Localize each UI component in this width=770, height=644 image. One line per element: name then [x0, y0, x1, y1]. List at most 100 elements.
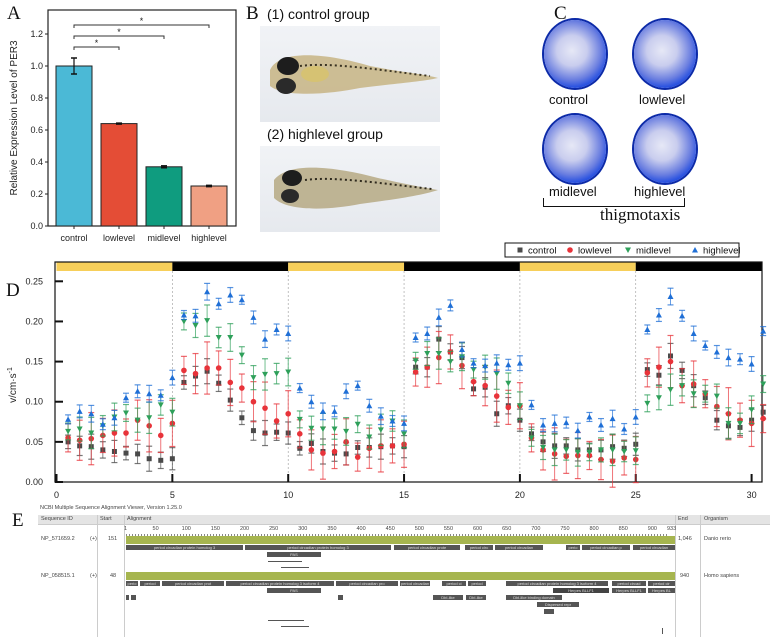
marker-highlevel: [690, 330, 697, 336]
marker-midlevel: [702, 391, 709, 397]
alignment-bar[interactable]: [126, 572, 675, 580]
feature-bar[interactable]: period circadian p: [582, 545, 630, 550]
column-end[interactable]: End: [678, 516, 688, 522]
marker-control: [123, 450, 129, 456]
marker-lowlevel: [250, 398, 257, 405]
zebrafish-larva-image: [270, 55, 438, 94]
column-organism[interactable]: Organism: [704, 516, 728, 522]
motif-line: [268, 620, 304, 621]
marker-highlevel: [389, 417, 396, 424]
marker-midlevel: [262, 371, 269, 378]
marker-highlevel: [273, 326, 280, 332]
marker-midlevel: [713, 393, 720, 400]
feature-bar[interactable]: [544, 609, 554, 614]
feature-bar[interactable]: period circ: [465, 545, 493, 550]
marker-midlevel: [296, 416, 303, 423]
column-start[interactable]: Start: [100, 516, 112, 522]
marker-midlevel: [146, 415, 153, 421]
marker-highlevel: [644, 326, 651, 332]
feature-bar[interactable]: [131, 595, 136, 600]
marker-midlevel: [331, 426, 338, 433]
feature-bar[interactable]: period circadian: [633, 545, 675, 550]
marker-highlevel: [702, 342, 709, 349]
feature-bar[interactable]: [126, 595, 129, 600]
series-control: [65, 325, 767, 472]
heatmap-label-midlevel: midlevel: [549, 184, 597, 199]
marker-lowlevel: [320, 450, 326, 456]
light-dark-segment-dark: [635, 262, 762, 271]
feature-bar[interactable]: period circadian: [495, 545, 543, 550]
feature-bar[interactable]: period circadian prote: [394, 545, 460, 550]
feature-bar[interactable]: perio: [566, 545, 580, 550]
legend-box: [504, 242, 740, 258]
feature-bar[interactable]: DbI-like: [433, 595, 463, 600]
feature-bar[interactable]: period circadian protein homolog 3 isofo…: [506, 581, 608, 586]
herpes-domain-bar[interactable]: Herpes BLLF1: [553, 588, 609, 593]
x-tick-label: 15: [399, 490, 409, 500]
feature-bar[interactable]: period circadian pro: [336, 581, 398, 586]
feature-bar[interactable]: period cir: [648, 581, 675, 586]
marker-midlevel: [597, 447, 604, 453]
row-sequence-id[interactable]: NP_058515.1: [41, 573, 75, 579]
significance-star: *: [95, 38, 99, 48]
marker-midlevel: [250, 375, 257, 381]
marker-control: [158, 457, 164, 463]
feature-bar[interactable]: period ci: [442, 581, 466, 586]
feature-bar[interactable]: period: [140, 581, 160, 586]
charts-canvas: 0.0 0.2 0.4 0.6 0.8 1.0 1.2 Relative Expression…: [7, 9, 767, 500]
pas-domain-bar[interactable]: PAS: [267, 552, 321, 557]
feature-bar[interactable]: [338, 595, 343, 600]
marker-highlevel: [401, 420, 408, 426]
marker-lowlevel: [262, 405, 268, 411]
motif-tick: [662, 628, 663, 634]
column-sequence-id[interactable]: Sequence ID: [41, 516, 73, 522]
marker-midlevel: [470, 367, 477, 373]
marker-highlevel: [262, 336, 269, 342]
feature-bar[interactable]: period circadian protein homolog 3: [245, 545, 391, 550]
light-dark-segment-light: [288, 262, 405, 271]
feature-bar[interactable]: period circadian protein homolog 3: [126, 545, 243, 550]
y-tick-label: 0.20: [25, 316, 43, 326]
feature-bar[interactable]: Dbl-like binding domain: [506, 595, 562, 600]
ruler-label: 450: [385, 526, 395, 532]
ruler-label: 400: [356, 526, 366, 532]
marker-midlevel: [621, 448, 628, 455]
marker-highlevel: [238, 296, 245, 303]
legend-label: highlevel: [703, 246, 741, 257]
y-tick-label: 0.0: [30, 221, 43, 231]
zebrafish-larva-image: [274, 167, 438, 209]
pas-domain-bar[interactable]: PAS: [267, 588, 321, 593]
marker-midlevel: [667, 387, 674, 393]
herpes-domain-bar[interactable]: Herpes BL: [648, 588, 675, 593]
marker-lowlevel: [482, 382, 488, 389]
legend: control lowlevel midlevel highlevel: [504, 242, 741, 258]
msa-header-row: [38, 515, 770, 525]
feature-bar[interactable]: period circadian: [400, 581, 430, 586]
ruler-label: 150: [210, 526, 220, 532]
alignment-bar[interactable]: [126, 536, 675, 544]
heatmap-lowlevel: [634, 20, 696, 88]
marker-highlevel: [692, 247, 698, 253]
feature-bar[interactable]: Dispersed repr: [537, 602, 579, 607]
marker-midlevel: [679, 383, 686, 389]
feature-bar[interactable]: period circad: [612, 581, 646, 586]
column-alignment[interactable]: Alignment: [127, 516, 152, 522]
row-sequence-id[interactable]: NP_571659.2: [41, 536, 75, 542]
ruler-ticks: [126, 534, 669, 536]
feature-bar[interactable]: perio: [126, 581, 138, 586]
marker-midlevel: [169, 409, 176, 416]
ruler-label: 550: [443, 526, 454, 532]
feature-bar[interactable]: period circadian prot: [162, 581, 224, 586]
y-tick-label: 0.6: [30, 125, 43, 135]
marker-midlevel: [655, 395, 662, 401]
herpes-domain-bar[interactable]: Herpes BLLF1: [612, 588, 646, 593]
feature-bar[interactable]: period: [468, 581, 486, 586]
marker-midlevel: [180, 318, 187, 325]
marker-midlevel: [574, 449, 581, 456]
feature-bar[interactable]: period circadian protein homolog 3 isofo…: [226, 581, 334, 586]
feature-bar[interactable]: DbI-like: [466, 595, 486, 600]
marker-lowlevel: [412, 369, 419, 375]
marker-highlevel: [76, 408, 83, 414]
ruler-label: 700: [531, 526, 541, 532]
